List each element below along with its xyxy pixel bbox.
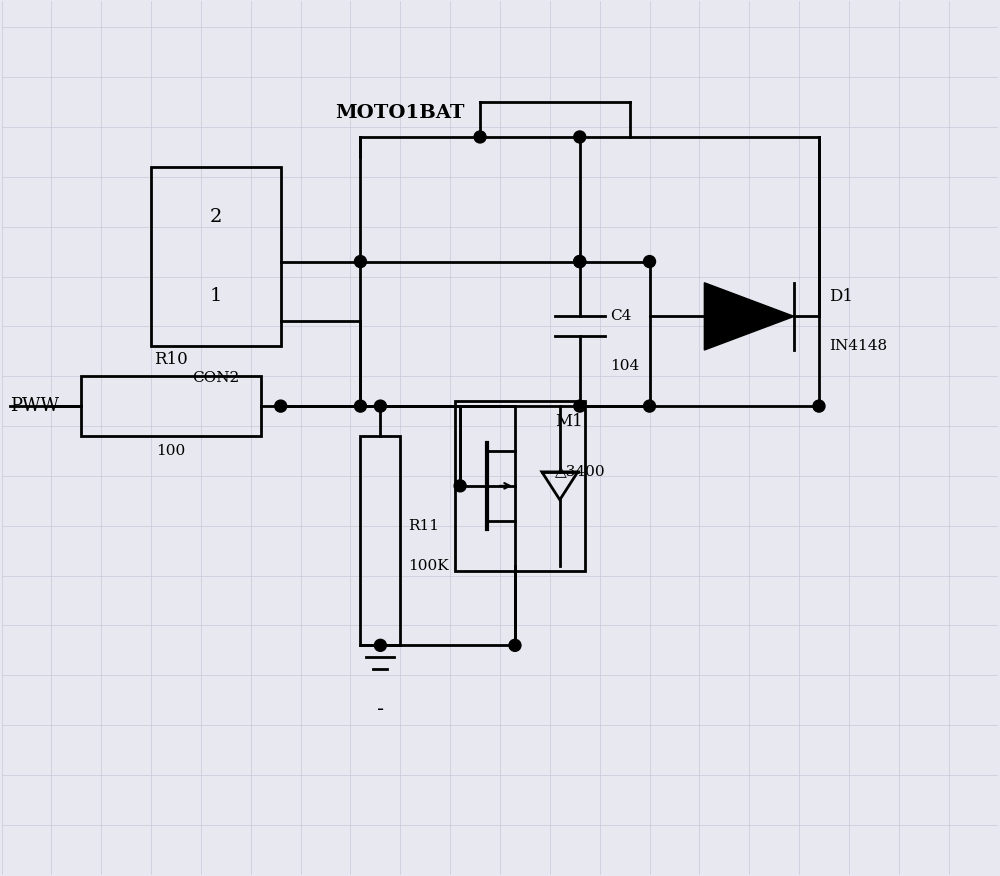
Text: CON2: CON2 bbox=[192, 371, 240, 385]
Circle shape bbox=[813, 400, 825, 412]
Text: D1: D1 bbox=[829, 288, 853, 305]
Polygon shape bbox=[704, 283, 794, 350]
Text: PWW: PWW bbox=[10, 397, 59, 415]
Text: 1: 1 bbox=[210, 287, 222, 305]
Bar bbox=[81, 376, 261, 436]
Text: 100: 100 bbox=[156, 444, 186, 458]
Text: 104: 104 bbox=[610, 359, 639, 373]
Bar bbox=[360, 436, 400, 646]
Circle shape bbox=[354, 256, 366, 267]
Bar bbox=[151, 166, 281, 346]
Text: MOTO1BAT: MOTO1BAT bbox=[336, 104, 465, 122]
Text: M1: M1 bbox=[555, 413, 583, 429]
Circle shape bbox=[275, 400, 287, 412]
Text: -: - bbox=[377, 700, 384, 719]
Circle shape bbox=[509, 639, 521, 652]
Circle shape bbox=[374, 400, 386, 412]
Text: IN4148: IN4148 bbox=[829, 339, 887, 353]
Circle shape bbox=[374, 639, 386, 652]
Circle shape bbox=[354, 400, 366, 412]
Circle shape bbox=[574, 256, 586, 267]
Text: R11: R11 bbox=[408, 519, 439, 533]
Text: R10: R10 bbox=[154, 351, 188, 368]
Circle shape bbox=[644, 256, 656, 267]
Circle shape bbox=[574, 400, 586, 412]
Circle shape bbox=[574, 131, 586, 143]
Bar bbox=[455, 401, 585, 570]
Text: 2: 2 bbox=[210, 208, 222, 226]
Circle shape bbox=[454, 480, 466, 491]
Text: 100K: 100K bbox=[408, 559, 449, 573]
Circle shape bbox=[574, 256, 586, 267]
Text: C4: C4 bbox=[610, 309, 631, 323]
Text: △3400: △3400 bbox=[555, 464, 605, 478]
Circle shape bbox=[474, 131, 486, 143]
Circle shape bbox=[644, 400, 656, 412]
